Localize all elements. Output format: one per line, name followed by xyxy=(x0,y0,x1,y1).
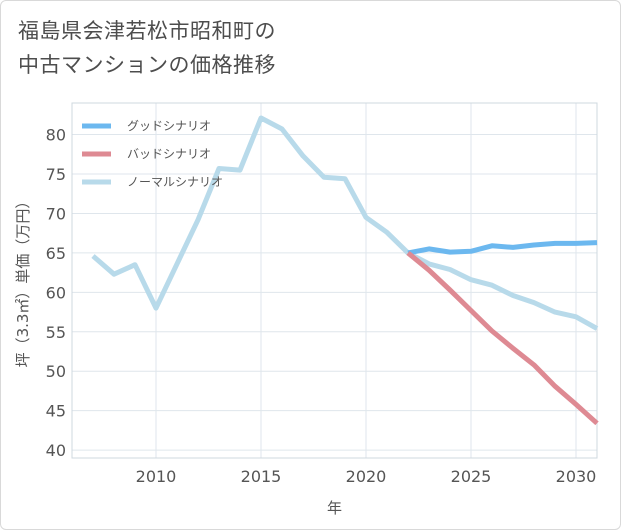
y-tick-label: 50 xyxy=(46,362,66,381)
y-tick-label: 65 xyxy=(46,244,66,263)
legend-label-2: バッドシナリオ xyxy=(127,147,211,161)
chart-title-line-1: 福島県会津若松市昭和町の xyxy=(18,19,276,43)
legend-label-3: ノーマルシナリオ xyxy=(127,175,223,189)
x-tick-label: 2015 xyxy=(241,467,282,486)
tick-labels: 40 45 50 55 60 65 70 75 80 2010 2015 2020 2025 2030 xyxy=(46,126,597,486)
x-tick-label: 2010 xyxy=(136,467,177,486)
y-tick-label: 45 xyxy=(46,402,66,421)
series-layer xyxy=(91,115,599,426)
y-tick-label: 80 xyxy=(46,126,66,145)
y-tick-label: 40 xyxy=(46,441,66,460)
chart-title-line-2: 中古マンションの価格推移 xyxy=(18,53,276,77)
chart-title: 福島県会津若松市昭和町の 中古マンションの価格推移 xyxy=(18,14,276,82)
x-tick-label: 2020 xyxy=(346,467,387,486)
series-line-1 xyxy=(407,240,598,256)
series-line-2 xyxy=(406,250,599,426)
y-tick-label: 70 xyxy=(46,204,66,223)
series-line-3 xyxy=(91,115,599,331)
y-axis-label: 坪（3.3㎡）単価（万円） xyxy=(14,194,32,368)
x-tick-label: 2025 xyxy=(451,467,492,486)
plot-border xyxy=(71,102,598,459)
x-axis-label: 年 xyxy=(327,499,342,517)
y-tick-label: 60 xyxy=(46,283,66,302)
legend-label-1: グッドシナリオ xyxy=(127,119,211,133)
y-tick-label: 55 xyxy=(46,323,66,342)
y-tick-label: 75 xyxy=(46,165,66,184)
x-tick-label: 2030 xyxy=(556,467,597,486)
axes xyxy=(71,102,598,459)
